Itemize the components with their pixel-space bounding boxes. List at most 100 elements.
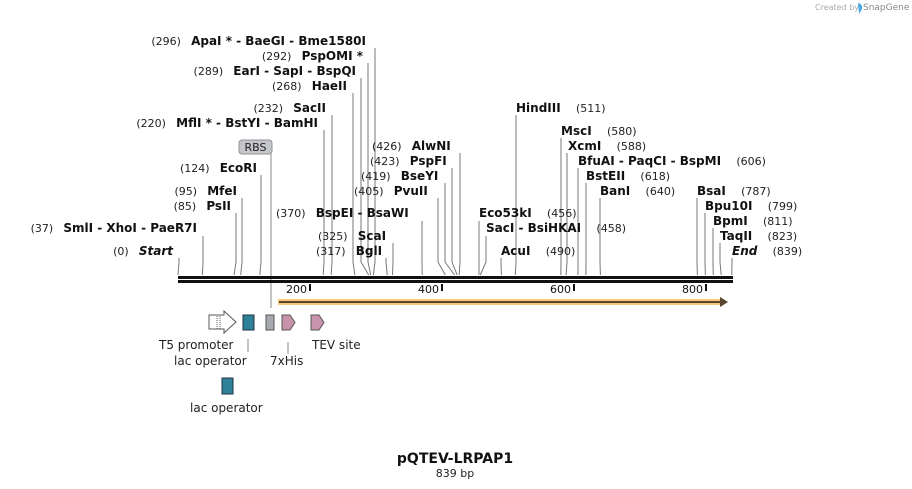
enzyme-site[interactable]: (37) SmlI - XhoI - PaeR7I xyxy=(31,217,204,276)
site-position: (289) xyxy=(194,65,224,78)
site-position: (458) xyxy=(596,222,626,235)
credit-prefix: Created by xyxy=(815,3,859,12)
site-position: (588) xyxy=(617,140,647,153)
enzyme-site[interactable]: BfuAI - PaqCI - BspMI (606) xyxy=(577,150,766,276)
enzyme-site[interactable]: (423) PspFI xyxy=(370,150,458,276)
restriction-sites: (296) ApaI * - BaeGI - Bme1580I(292) Psp… xyxy=(31,30,803,276)
site-enzyme-names: BanI xyxy=(600,184,630,198)
site-label: (419) BseYI xyxy=(361,165,438,184)
site-label: (232) SacII xyxy=(253,97,326,116)
site-label: BstEII (618) xyxy=(586,165,670,184)
site-enzyme-names: Bpu10I xyxy=(705,199,752,213)
enzyme-site[interactable]: (405) PvuII xyxy=(354,180,446,276)
site-enzyme-names: EcoRI xyxy=(220,161,257,175)
enzyme-site[interactable]: (85) PsII xyxy=(174,195,237,276)
site-leader-line xyxy=(372,48,376,276)
lac-operator-1-label: lac operator xyxy=(174,354,247,368)
enzyme-site[interactable]: Eco53kI (456) xyxy=(478,202,577,276)
site-enzyme-names: TaqII xyxy=(720,229,752,243)
tev-site-label: TEV site xyxy=(311,338,361,352)
enzyme-site[interactable]: (289) EarI - SapI - BspQI xyxy=(194,60,370,276)
enzyme-site[interactable]: (426) AlwNI xyxy=(372,135,461,276)
site-position: (580) xyxy=(607,125,637,138)
enzyme-site[interactable]: (124) EcoRI xyxy=(180,157,262,276)
site-leader-line xyxy=(458,153,461,276)
enzyme-site[interactable]: XcmI (588) xyxy=(565,135,647,276)
credit-brand: SnapGene xyxy=(863,3,910,13)
site-position: (317) xyxy=(316,245,346,258)
site-enzyme-names: AcuI xyxy=(501,244,530,258)
rbs-box[interactable] xyxy=(265,314,275,331)
enzyme-site[interactable]: MscI (580) xyxy=(560,120,637,276)
enzyme-site[interactable]: AcuI (490) xyxy=(500,240,575,276)
site-enzyme-names: Start xyxy=(139,244,174,258)
site-label: (289) EarI - SapI - BspQI xyxy=(194,60,356,79)
site-leader-line xyxy=(565,153,568,276)
enzyme-site[interactable]: Bpu10I (799) xyxy=(704,195,797,276)
site-enzyme-names: SacI - BsiHKAI xyxy=(486,221,581,235)
site-label: (370) BspEI - BsaWI xyxy=(276,202,409,221)
enzyme-site[interactable]: (268) HaeII xyxy=(272,75,356,276)
site-label: BpmI (811) xyxy=(713,210,793,229)
tev-site-arrow[interactable] xyxy=(310,314,325,331)
site-label: (423) PspFI xyxy=(370,150,447,169)
enzyme-site[interactable]: End (839) xyxy=(731,240,803,276)
site-position: (456) xyxy=(547,207,577,220)
site-leader-line xyxy=(240,198,243,276)
plasmid-length: 839 bp xyxy=(436,467,474,480)
orf-arrow[interactable] xyxy=(278,297,728,307)
site-label: MscI (580) xyxy=(561,120,637,139)
site-leader-line xyxy=(367,63,372,276)
enzyme-site[interactable]: BstEII (618) xyxy=(585,165,670,276)
enzyme-site[interactable]: (232) SacII xyxy=(253,97,333,276)
site-position: (640) xyxy=(646,185,676,198)
site-enzyme-names: PvuII xyxy=(394,184,428,198)
site-leader-line xyxy=(392,243,394,276)
site-enzyme-names: SacII xyxy=(293,101,326,115)
feature-t5-promoter[interactable] xyxy=(208,309,237,335)
site-label: (292) PspOMI * xyxy=(262,45,364,64)
site-position: (618) xyxy=(640,170,670,183)
enzyme-site[interactable]: (317) BglI xyxy=(316,240,388,276)
site-label: Bpu10I (799) xyxy=(705,195,797,214)
site-position: (268) xyxy=(272,80,302,93)
site-leader-line xyxy=(444,183,455,276)
site-leader-line xyxy=(451,168,458,276)
site-position: (823) xyxy=(768,230,798,243)
lac-operator-box-1[interactable] xyxy=(242,314,255,331)
site-position: (0) xyxy=(113,245,129,258)
ruler-tick-label: 600 xyxy=(550,283,571,296)
site-enzyme-names: BstEII xyxy=(586,169,625,183)
site-leader-line xyxy=(385,258,388,276)
enzyme-site[interactable]: TaqII (823) xyxy=(719,225,798,276)
enzyme-site[interactable]: SacI - BsiHKAI (458) xyxy=(479,217,626,276)
site-leader-line xyxy=(360,78,370,276)
enzyme-site[interactable]: (296) ApaI * - BaeGI - Bme1580I xyxy=(151,30,376,276)
site-position: (405) xyxy=(354,185,384,198)
7xhis-arrow[interactable] xyxy=(281,314,296,331)
site-position: (839) xyxy=(773,245,803,258)
enzyme-site[interactable]: (325) ScaI xyxy=(318,225,394,276)
site-position: (799) xyxy=(768,200,798,213)
site-label: (95) MfeI xyxy=(174,180,237,199)
enzyme-site[interactable]: HindIII (511) xyxy=(514,97,606,276)
enzyme-site[interactable]: (220) MflI * - BstYI - BamHI xyxy=(136,112,325,276)
site-position: (296) xyxy=(151,35,181,48)
site-position: (85) xyxy=(174,200,197,213)
enzyme-site[interactable]: (292) PspOMI * xyxy=(262,45,372,276)
enzyme-site[interactable]: BpmI (811) xyxy=(712,210,793,276)
site-position: (511) xyxy=(576,102,606,115)
sequence-backbone xyxy=(178,276,733,283)
lac-operator-box-2[interactable] xyxy=(221,377,234,395)
enzyme-site[interactable]: BsaI (787) xyxy=(696,180,771,276)
enzyme-site[interactable]: (95) MfeI xyxy=(174,180,243,276)
enzyme-site[interactable]: (419) BseYI xyxy=(361,165,455,276)
site-position: (419) xyxy=(361,170,391,183)
enzyme-site[interactable]: (370) BspEI - BsaWI xyxy=(276,202,423,276)
enzyme-site[interactable]: (0) Start xyxy=(113,240,180,276)
site-enzyme-names: EarI - SapI - BspQI xyxy=(233,64,356,78)
lac-operator-2-label: lac operator xyxy=(190,401,263,415)
rbs-feature-tag[interactable]: RBS xyxy=(238,139,273,308)
enzyme-site[interactable]: BanI (640) xyxy=(599,180,676,276)
